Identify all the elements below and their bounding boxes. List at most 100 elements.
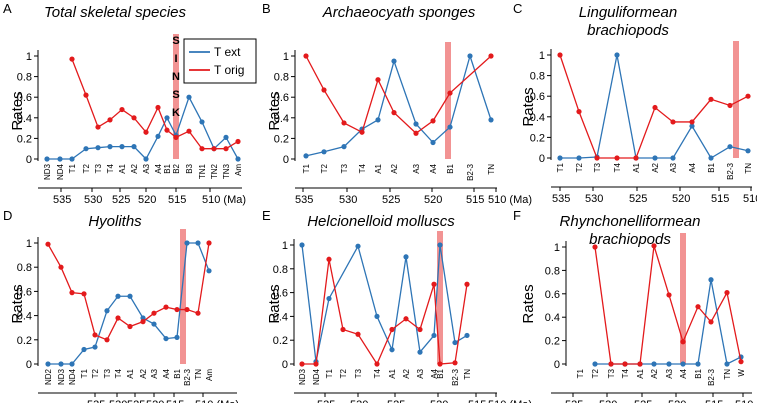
data-point [437, 242, 443, 248]
y-tick-label: 1 [554, 242, 560, 254]
data-point [299, 242, 305, 248]
data-point [417, 349, 423, 355]
category-label: A1 [374, 163, 383, 173]
age-tick-label: 530 [339, 194, 357, 206]
age-tick-label: 515 [468, 399, 486, 403]
data-point [708, 277, 714, 283]
age-tick-label: 535 [295, 194, 313, 206]
data-point [389, 347, 395, 353]
category-label: A2 [139, 368, 148, 378]
data-point [651, 243, 657, 249]
category-label: T3 [340, 163, 349, 173]
data-point [447, 90, 453, 96]
y-tick-label: 0.2 [545, 336, 560, 348]
data-point [83, 92, 89, 98]
data-point [391, 58, 397, 64]
category-label: ND3 [43, 163, 52, 180]
data-point [151, 310, 157, 316]
category-label: T1 [325, 368, 334, 378]
y-tick-label: 0.4 [545, 312, 560, 324]
data-point [340, 326, 346, 333]
age-tick-label: 510 (Ma) [743, 193, 757, 205]
panel-label: C [513, 1, 522, 16]
data-point [195, 240, 201, 246]
highlight-band [445, 42, 451, 159]
category-label: A1 [388, 368, 397, 378]
data-point [724, 290, 730, 296]
y-tick-label: 0.4 [530, 112, 545, 124]
y-tick-label: 0.4 [17, 113, 32, 125]
data-point [576, 155, 582, 161]
data-point [58, 361, 64, 367]
category-label: TN2 [210, 163, 219, 179]
chart-title-line: Linguliformean [579, 4, 677, 21]
y-tick-label: 0.8 [17, 72, 32, 84]
data-point [174, 306, 180, 313]
category-label: T1 [80, 368, 89, 378]
category-label: TN [723, 369, 732, 380]
y-tick-label: 1 [539, 50, 545, 62]
data-point [199, 119, 205, 125]
data-point [359, 129, 365, 135]
category-label: TN [487, 164, 496, 175]
y-tick-label: 1 [26, 238, 32, 250]
chart-title-line: brachiopods [587, 22, 669, 39]
series-t-orig [557, 52, 751, 161]
panel-f: F Rhynchonelliformean brachiopods 0 0.2 0.4 0.… [513, 208, 757, 403]
y-axis-label: Rates [9, 284, 26, 323]
data-point [651, 361, 657, 367]
data-point [326, 256, 332, 262]
y-tick-label: 0 [283, 154, 289, 166]
category-label: T4 [358, 163, 367, 173]
category-label: A3 [669, 162, 678, 172]
data-point [633, 155, 639, 161]
y-tick-label: 0.2 [530, 132, 545, 144]
highlight-band [180, 229, 186, 364]
category-label: A4 [688, 162, 697, 172]
y-tick-label: 0 [282, 359, 288, 371]
data-point [83, 146, 89, 152]
age-tick-label: 525 [634, 399, 652, 403]
data-point [680, 339, 686, 345]
chart-title: Hyoliths [88, 213, 142, 230]
data-point [143, 129, 149, 135]
data-point [403, 254, 409, 260]
data-point [163, 304, 169, 310]
category-label: T2 [91, 368, 100, 378]
data-point [413, 121, 419, 127]
data-point [303, 53, 309, 59]
data-point [708, 319, 714, 325]
series-t-orig [45, 240, 212, 343]
data-point [452, 339, 458, 346]
data-point [119, 144, 125, 150]
data-point [689, 119, 695, 125]
y-tick-label: 1 [282, 240, 288, 252]
data-point [594, 155, 600, 161]
age-tick-label: 525 [387, 399, 405, 403]
data-point [745, 93, 751, 99]
y-axis-label: Rates [266, 284, 283, 323]
data-point [199, 146, 205, 152]
sinsk-letter: K [172, 107, 180, 119]
category-label: B2-3 [451, 368, 460, 385]
age-tick-label: 510 (Ma) [735, 399, 757, 403]
data-point [637, 361, 643, 367]
y-tick-label: 0.2 [273, 335, 288, 347]
category-label: Am [234, 164, 243, 176]
sinsk-letter: I [174, 53, 177, 65]
y-tick-label: 0.6 [545, 289, 560, 301]
category-label: W [737, 369, 746, 377]
y-tick-label: 0 [554, 359, 560, 371]
category-label: T3 [593, 162, 602, 172]
y-tick-label: 0.6 [17, 286, 32, 298]
data-point [131, 144, 137, 150]
data-point [69, 361, 75, 367]
y-tick-label: 0.8 [274, 72, 289, 84]
data-point [173, 134, 179, 140]
y-tick-label: 0.4 [17, 311, 32, 323]
panel-label: E [262, 208, 271, 223]
y-tick-label: 0.6 [274, 92, 289, 104]
category-label: A4 [154, 163, 163, 173]
chart-title: Helcionelloid molluscs [307, 213, 455, 230]
